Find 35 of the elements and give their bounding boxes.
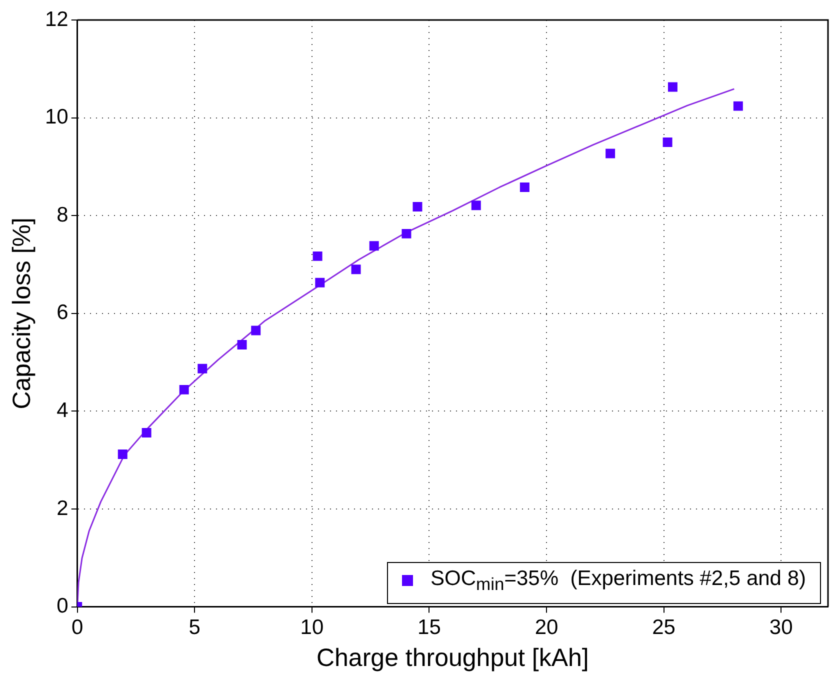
y-tick-label: 10 xyxy=(45,106,68,129)
point xyxy=(733,101,743,111)
x-tick-label: 30 xyxy=(769,616,793,640)
point xyxy=(662,138,672,147)
x-tick-label: 0 xyxy=(72,616,84,640)
x-tick-label: 5 xyxy=(188,616,200,640)
x-tick-label: 10 xyxy=(300,616,324,640)
point xyxy=(118,449,128,459)
y-tick-label: 6 xyxy=(56,301,68,324)
point xyxy=(520,182,530,192)
point xyxy=(351,264,361,274)
point xyxy=(237,340,247,350)
y-tick-label: 4 xyxy=(56,398,69,422)
x-tick-label: 25 xyxy=(652,616,676,640)
point xyxy=(251,326,261,336)
point xyxy=(142,428,152,438)
point xyxy=(369,241,379,251)
point xyxy=(668,82,678,92)
point xyxy=(606,148,616,158)
point xyxy=(312,251,322,261)
point xyxy=(402,228,412,238)
legend-label: SOC$_{min}$=35% (Experiments #2,5 and 8) xyxy=(430,566,806,595)
x-tick-label: 20 xyxy=(534,616,558,640)
x-tick-label: 15 xyxy=(418,616,441,640)
point xyxy=(412,202,422,212)
point xyxy=(198,364,208,374)
y-tick-label: 8 xyxy=(56,203,68,226)
point xyxy=(315,278,325,288)
point xyxy=(179,384,189,394)
y-tick-label: 12 xyxy=(45,8,68,31)
y-tick-label: 0 xyxy=(56,594,68,618)
x-axis-title: Charge throughput [kAh] xyxy=(316,644,589,672)
point xyxy=(471,200,481,210)
y-tick-label: 2 xyxy=(56,496,68,520)
y-axis-title: Capacity loss [%] xyxy=(8,218,36,410)
